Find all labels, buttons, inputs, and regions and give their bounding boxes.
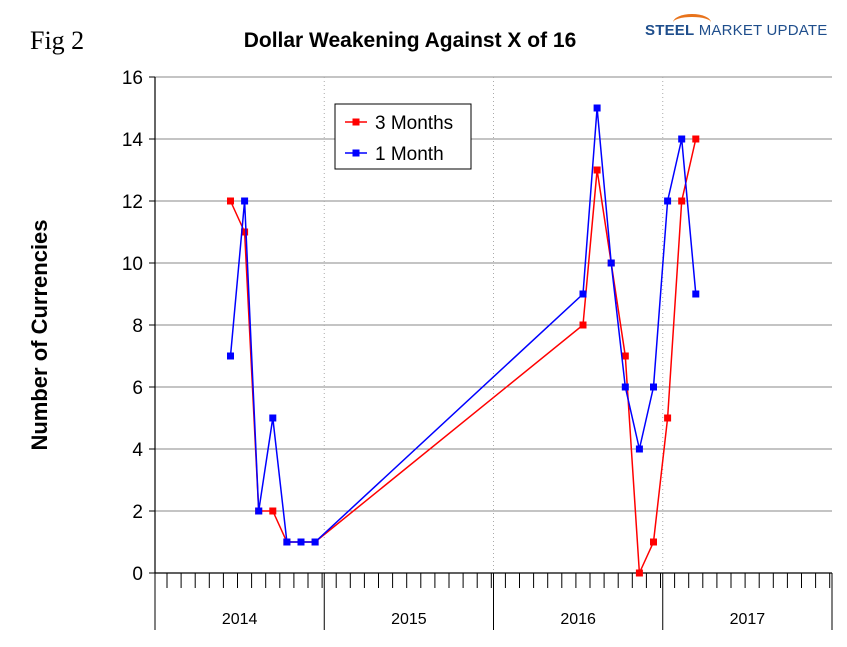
- logo-text-rest: MARKET UPDATE: [698, 22, 828, 39]
- data-point: [593, 104, 601, 112]
- data-point: [664, 414, 672, 422]
- y-tick-label: 12: [122, 192, 143, 213]
- y-tick-label: 8: [132, 316, 143, 337]
- series-line: [229, 138, 697, 574]
- data-point: [269, 507, 277, 515]
- legend-marker: [352, 149, 360, 157]
- y-tick-label: 14: [122, 130, 144, 151]
- data-point: [678, 197, 686, 205]
- x-year-label: 2016: [560, 611, 596, 628]
- y-tick-label: 10: [122, 254, 143, 275]
- figure-label: Fig 2: [30, 26, 85, 55]
- x-year-label: 2017: [730, 611, 766, 628]
- legend-label: 1 Month: [375, 144, 444, 165]
- y-tick-label: 2: [132, 502, 143, 523]
- y-tick-label: 0: [132, 564, 143, 585]
- data-point: [579, 290, 587, 298]
- data-point: [297, 538, 305, 546]
- data-point: [255, 507, 263, 515]
- steel-market-update-logo: STEEL MARKET UPDATE: [645, 14, 828, 39]
- data-point: [227, 197, 234, 205]
- chart-title: Dollar Weakening Against X of 16: [244, 29, 577, 52]
- series-line: [229, 107, 697, 543]
- data-point: [664, 197, 672, 205]
- data-point: [607, 259, 615, 267]
- data-point: [311, 538, 319, 546]
- y-tick-label: 16: [122, 68, 143, 89]
- data-point: [621, 383, 629, 391]
- data-point: [227, 352, 234, 360]
- y-tick-label: 4: [132, 440, 143, 461]
- data-point: [678, 135, 686, 143]
- data-point: [635, 569, 643, 577]
- y-axis-label: Number of Currencies: [27, 219, 52, 450]
- x-year-label: 2014: [222, 611, 258, 628]
- x-year-label: 2015: [391, 611, 427, 628]
- data-point: [579, 321, 587, 329]
- data-point: [241, 197, 249, 205]
- data-point: [692, 135, 700, 143]
- legend-label: 3 Months: [375, 113, 453, 134]
- data-point: [692, 290, 700, 298]
- legend-box: [334, 103, 472, 170]
- data-point: [283, 538, 291, 546]
- data-point: [621, 352, 629, 360]
- data-point: [635, 445, 643, 453]
- y-tick-label: 6: [132, 378, 143, 399]
- data-point: [650, 383, 657, 391]
- data-point: [593, 166, 601, 174]
- data-point: [650, 538, 657, 546]
- logo-arc-icon: [673, 14, 711, 31]
- data-point: [269, 414, 277, 422]
- legend-marker: [352, 118, 360, 126]
- data-point: [241, 228, 249, 236]
